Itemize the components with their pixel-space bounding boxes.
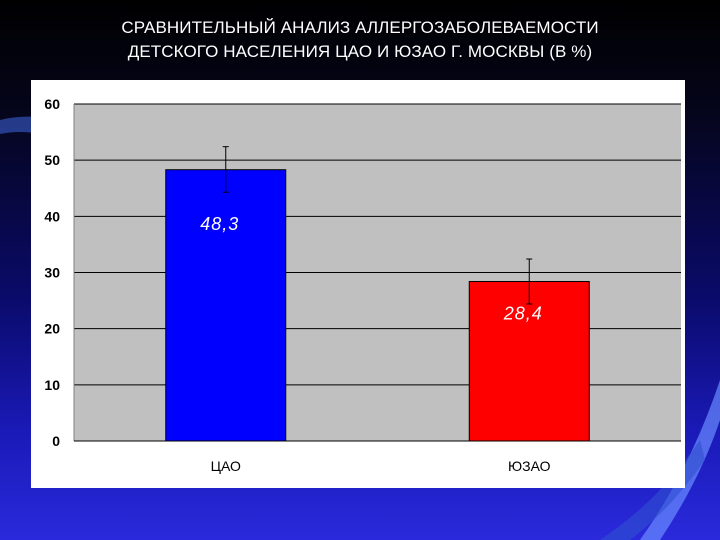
- y-tick-label-20: 20: [44, 321, 60, 337]
- slide-title: СРАВНИТЕЛЬНЫЙ АНАЛИЗ АЛЛЕРГОЗАБОЛЕВАЕМОС…: [20, 16, 700, 64]
- x-category-label-1: ЮЗАО: [508, 458, 551, 474]
- y-tick-label-0: 0: [52, 433, 60, 449]
- y-tick-label-30: 30: [44, 265, 60, 281]
- y-tick-label-40: 40: [44, 208, 60, 224]
- bar-1: [468, 280, 590, 442]
- chart-panel: 0 10 20 30 40 50 60 48,3 ЦАО 28,4 ЮЗАО: [31, 80, 685, 488]
- data-label-1: 28,4: [503, 303, 543, 323]
- x-category-label-0: ЦАО: [211, 458, 241, 474]
- y-tick-label-50: 50: [44, 152, 60, 168]
- slide-title-line-2: ДЕТСКОГО НАСЕЛЕНИЯ ЦАО И ЮЗАО Г. МОСКВЫ …: [127, 42, 593, 61]
- data-label-0: 48,3: [200, 214, 239, 234]
- y-tick-label-10: 10: [44, 377, 60, 393]
- y-tick-label-60: 60: [44, 96, 60, 112]
- bar-chart: 0 10 20 30 40 50 60 48,3 ЦАО 28,4 ЮЗАО: [44, 96, 681, 474]
- slide-title-line-1: СРАВНИТЕЛЬНЫЙ АНАЛИЗ АЛЛЕРГОЗАБОЛЕВАЕМОС…: [121, 18, 599, 37]
- bar-0: [165, 169, 287, 442]
